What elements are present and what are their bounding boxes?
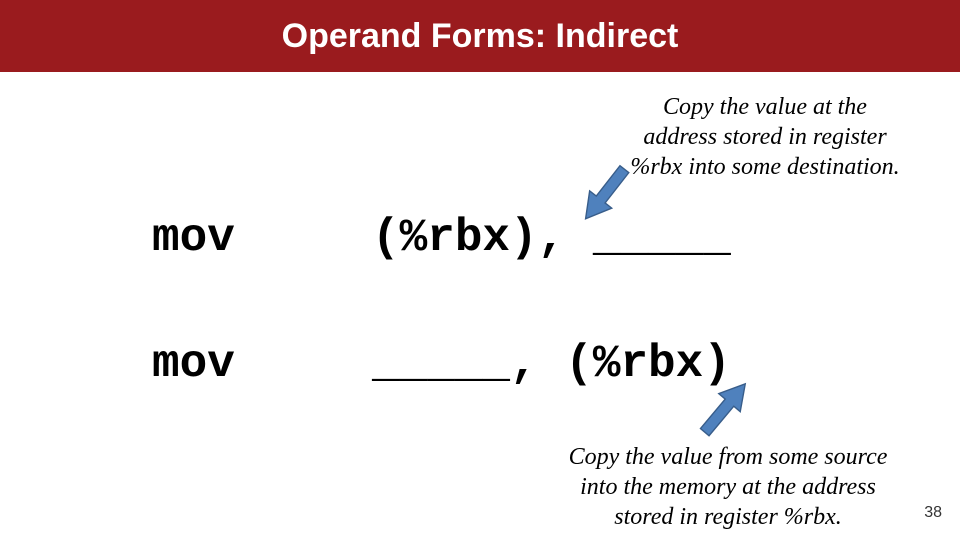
slide-title: Operand Forms: Indirect <box>282 17 679 56</box>
annotation-top: Copy the value at the address stored in … <box>595 92 935 182</box>
annotation-bottom-line3: stored in register %rbx. <box>528 502 928 532</box>
annotation-bottom-line1: Copy the value from some source <box>528 442 928 472</box>
annotation-top-line1: Copy the value at the <box>595 92 935 122</box>
code-line-1-rest: (%rbx), _____ <box>372 212 731 264</box>
page-number: 38 <box>924 504 942 522</box>
code-line-1-mov: mov <box>152 212 235 264</box>
annotation-top-line3: %rbx into some destination. <box>595 152 935 182</box>
code-line-2-mov: mov <box>152 338 235 390</box>
title-bar: Operand Forms: Indirect <box>0 0 960 72</box>
code-line-2-rest: _____, (%rbx) <box>372 338 731 390</box>
annotation-bottom: Copy the value from some source into the… <box>528 442 928 532</box>
annotation-top-line2: address stored in register <box>595 122 935 152</box>
annotation-bottom-line2: into the memory at the address <box>528 472 928 502</box>
